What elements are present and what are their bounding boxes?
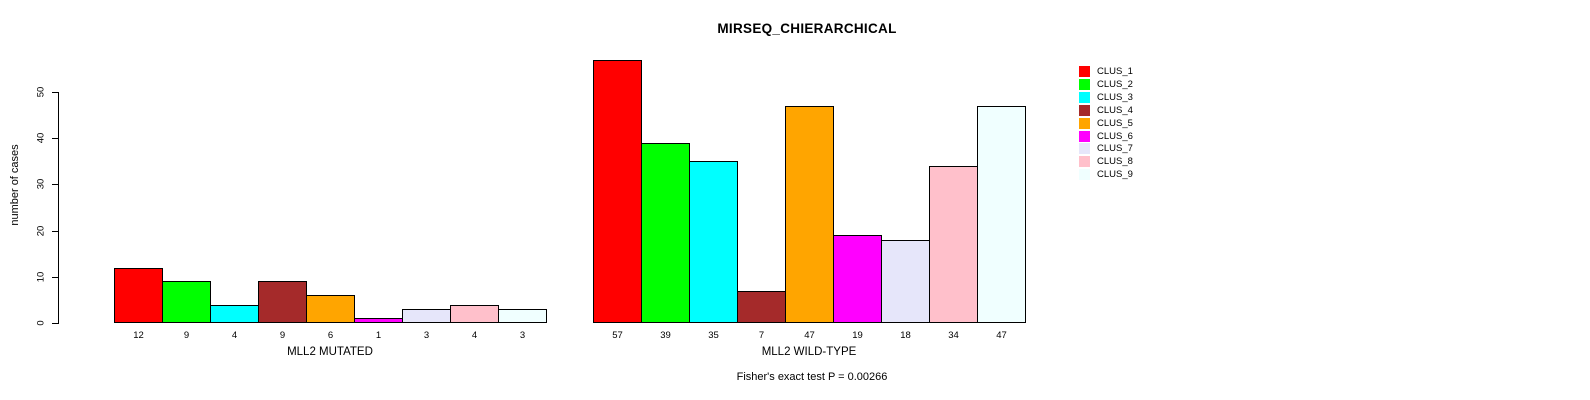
legend-swatch-clus-3	[1079, 91, 1090, 103]
legend-label-clus-4: CLUS_4	[1097, 104, 1133, 116]
legend-label-clus-5: CLUS_5	[1097, 117, 1133, 129]
bar-value-label: 47	[804, 330, 815, 341]
bar-mll2-mutated-clus-3	[210, 304, 259, 323]
bar-mll2-mutated-clus-5	[306, 295, 355, 323]
bar-value-label: 3	[519, 330, 526, 341]
legend-label-clus-6: CLUS_6	[1097, 130, 1133, 142]
bar-mll2-mutated-clus-1	[114, 267, 163, 323]
bar-value-label: 9	[279, 330, 286, 341]
legend-label-clus-2: CLUS_2	[1097, 78, 1133, 90]
y-axis-tick-label: 0	[35, 320, 47, 326]
legend-swatch-clus-4	[1079, 104, 1090, 116]
legend-swatch-clus-2	[1079, 78, 1090, 90]
x-axis-label-mll2-mutated: MLL2 MUTATED	[287, 346, 373, 358]
bar-mll2-wild-type-clus-1	[593, 59, 642, 323]
bar-value-label: 35	[708, 330, 719, 341]
bar-value-label: 3	[423, 330, 430, 341]
bar-mll2-mutated-clus-4	[258, 281, 307, 323]
bar-value-label: 57	[612, 330, 623, 341]
y-axis-tick	[52, 323, 58, 324]
y-axis-line	[58, 92, 59, 324]
legend-swatch-clus-9	[1079, 169, 1090, 181]
bar-mll2-mutated-clus-8	[450, 304, 499, 323]
legend-label-clus-3: CLUS_3	[1097, 91, 1133, 103]
y-axis-tick-label: 30	[35, 179, 47, 190]
y-axis-tick	[52, 230, 58, 232]
legend-swatch-clus-7	[1079, 143, 1090, 155]
y-axis-tick-label: 20	[35, 225, 47, 236]
bar-value-label: 47	[996, 330, 1007, 341]
legend-label-clus-1: CLUS_1	[1097, 66, 1133, 77]
legend-swatch-clus-6	[1079, 130, 1090, 142]
bar-mll2-wild-type-clus-5	[785, 105, 834, 323]
legend-swatch-clus-1	[1079, 66, 1090, 77]
fisher-test-annotation: Fisher's exact test P = 0.00266	[736, 371, 888, 383]
y-axis-tick-label: 10	[35, 271, 47, 283]
bar-value-label: 39	[660, 330, 671, 341]
legend-label-clus-7: CLUS_7	[1097, 143, 1133, 155]
bar-value-label: 18	[900, 330, 911, 341]
y-axis-tick	[52, 92, 58, 93]
bar-value-label: 6	[327, 330, 334, 341]
legend-swatch-clus-8	[1079, 156, 1090, 168]
y-axis-tick-label: 40	[35, 132, 47, 144]
bar-mll2-mutated-clus-6	[354, 318, 403, 323]
y-axis-tick-label: 50	[35, 86, 47, 98]
bar-value-label: 12	[133, 330, 144, 341]
bar-value-label: 4	[471, 330, 478, 341]
bar-mll2-wild-type-clus-2	[641, 142, 690, 323]
bar-value-label: 7	[758, 330, 765, 341]
y-axis-tick	[52, 138, 58, 140]
y-axis-tick	[52, 184, 58, 186]
bar-value-label: 34	[948, 330, 959, 341]
legend-label-clus-8: CLUS_8	[1097, 156, 1133, 168]
bar-mll2-wild-type-clus-7	[881, 239, 930, 323]
x-axis-label-mll2-wild-type: MLL2 WILD-TYPE	[761, 346, 857, 358]
bar-mll2-wild-type-clus-6	[833, 235, 882, 323]
y-axis-tick	[52, 276, 58, 278]
bar-mll2-wild-type-clus-8	[929, 165, 978, 323]
chart-title: MIRSEQ_CHIERARCHICAL	[717, 21, 897, 36]
bar-value-label: 4	[231, 330, 238, 341]
legend-label-clus-9: CLUS_9	[1097, 169, 1133, 181]
legend-swatch-clus-5	[1079, 117, 1090, 129]
bar-mll2-wild-type-clus-9	[977, 105, 1026, 323]
bar-value-label: 1	[375, 330, 382, 341]
bar-mll2-wild-type-clus-3	[689, 161, 738, 323]
bar-mll2-wild-type-clus-4	[737, 290, 786, 323]
bar-value-label: 9	[183, 330, 190, 341]
bar-mll2-mutated-clus-7	[402, 309, 451, 323]
bar-mll2-mutated-clus-2	[162, 281, 211, 323]
y-axis-label: number of cases	[9, 144, 21, 226]
bar-value-label: 19	[852, 330, 863, 341]
bar-mll2-mutated-clus-9	[498, 309, 547, 323]
